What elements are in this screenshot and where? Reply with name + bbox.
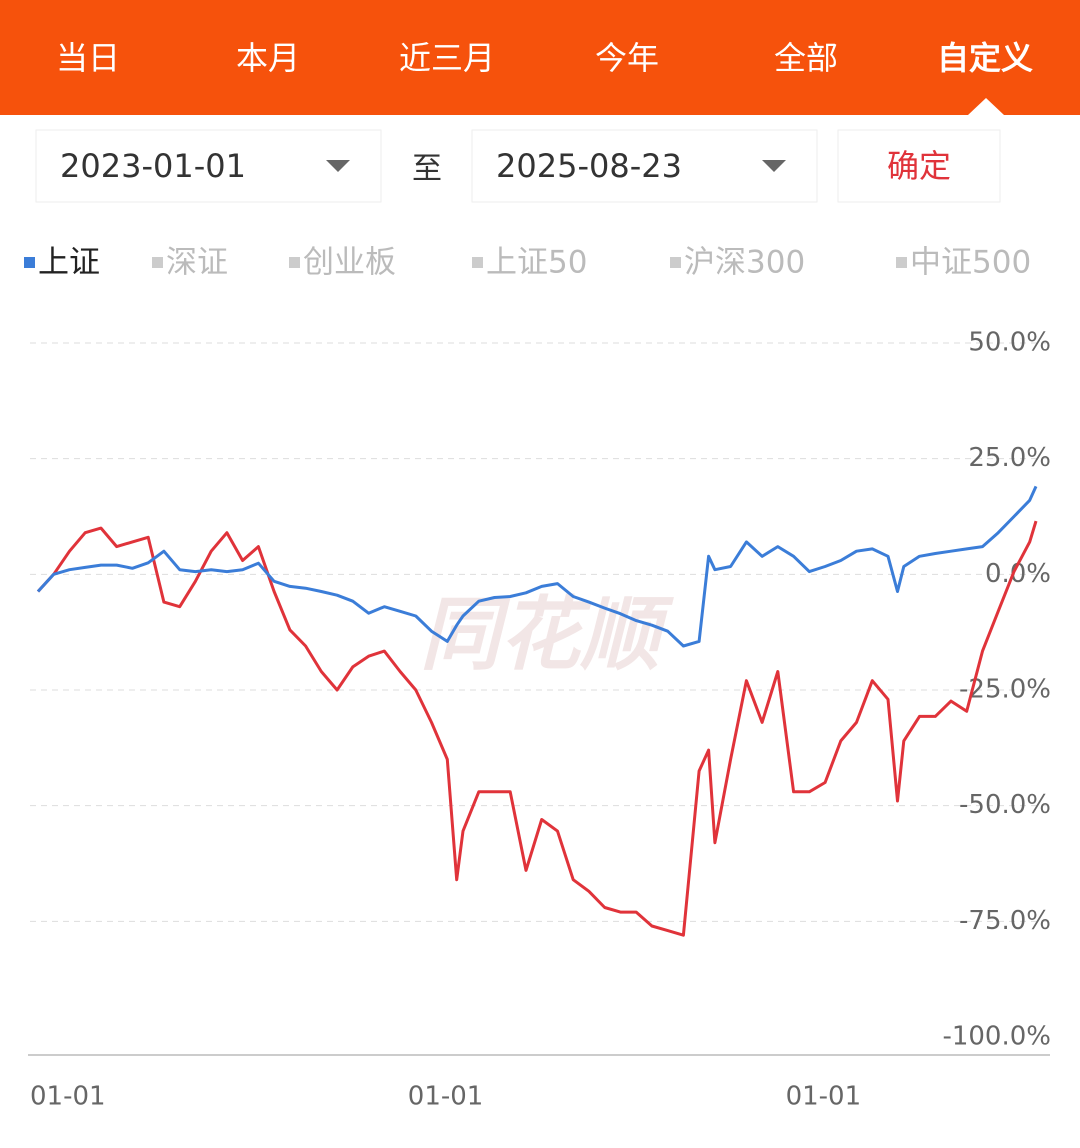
tab[interactable]: 全部 [774,39,838,77]
legend-label[interactable]: 上证50 [486,245,587,281]
tab[interactable]: 今年 [595,39,659,77]
y-tick-label: -100.0% [942,1022,1051,1052]
x-tick-label: 01-01 [786,1082,862,1112]
legend-swatch [24,257,35,268]
confirm-label: 确定 [887,147,951,185]
legend-swatch [896,257,907,268]
tab[interactable]: 近三月 [399,39,495,77]
legend-label[interactable]: 上证 [38,245,100,281]
watermark: 同花顺 [420,588,674,681]
tab-bar [0,0,1080,115]
dropdown-arrow [326,160,350,172]
legend-swatch [152,257,163,268]
legend-label[interactable]: 沪深300 [684,245,805,281]
series-line [36,520,1038,937]
legend-swatch [670,257,681,268]
x-tick-label: 01-01 [30,1082,106,1112]
start-box[interactable] [35,129,382,203]
confirm-button[interactable] [837,129,1001,203]
y-tick-label: 25.0% [968,443,1051,473]
end-date: 2025-08-23 [496,147,682,185]
tab-pointer [968,98,1004,115]
dropdown-arrow [762,160,786,172]
legend-label[interactable]: 中证500 [910,245,1031,281]
x-tick-label: 01-01 [408,1082,484,1112]
tab[interactable]: 当日 [56,39,120,77]
legend-label[interactable]: 深证 [166,245,228,281]
legend-label[interactable]: 创业板 [303,245,396,281]
y-tick-label: 50.0% [968,328,1051,358]
separator: 至 [412,152,442,187]
tab[interactable]: 本月 [236,39,300,77]
start-date: 2023-01-01 [60,147,246,185]
y-tick-label: -75.0% [959,906,1051,936]
series-line [36,485,1038,648]
tab[interactable]: 自定义 [937,39,1033,77]
y-tick-label: -50.0% [959,790,1051,820]
legend-swatch [289,257,300,268]
legend-swatch [472,257,483,268]
end-box[interactable] [471,129,818,203]
